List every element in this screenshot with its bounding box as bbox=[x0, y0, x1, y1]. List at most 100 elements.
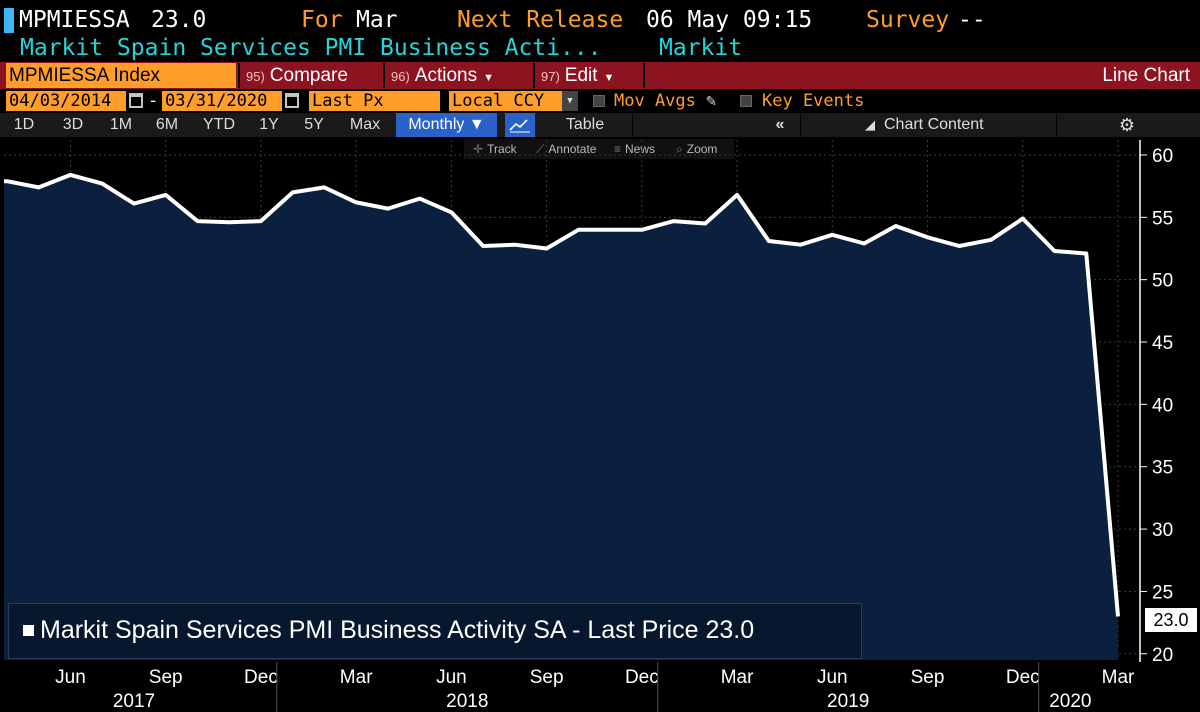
next-release-value: 06 May 09:15 bbox=[646, 7, 813, 33]
collapse-left-icon[interactable]: « bbox=[775, 116, 785, 133]
news-label: News bbox=[625, 142, 656, 156]
divider bbox=[1056, 113, 1057, 137]
year-label: 2020 bbox=[1049, 691, 1091, 712]
x-tick-label: Sep bbox=[530, 667, 564, 688]
edit-label: Edit bbox=[564, 65, 598, 86]
legend-swatch bbox=[23, 625, 34, 636]
y-tick-label: 20 bbox=[1152, 645, 1173, 666]
start-date-field[interactable]: 04/03/2014 bbox=[6, 91, 126, 111]
gear-icon[interactable]: ⚙ bbox=[1118, 115, 1136, 135]
annotate-icon: ⟋ bbox=[536, 142, 545, 156]
edit-shortcut: 97) bbox=[541, 69, 560, 84]
key-events-checkbox[interactable] bbox=[740, 95, 752, 107]
year-label: 2019 bbox=[827, 691, 869, 712]
actions-label: Actions bbox=[414, 65, 478, 86]
mov-avgs-label: Mov Avgs bbox=[614, 91, 696, 111]
price-field-select[interactable]: Last Px bbox=[309, 91, 440, 111]
survey-value: -- bbox=[958, 7, 986, 33]
survey-label: Survey bbox=[866, 7, 950, 33]
next-release-label: Next Release bbox=[457, 7, 624, 33]
compare-shortcut: 95) bbox=[246, 69, 265, 84]
period-5y[interactable]: 5Y bbox=[304, 116, 324, 133]
news-icon: ≡ bbox=[614, 142, 622, 156]
calendar-icon[interactable] bbox=[129, 93, 143, 108]
chart-toolbar: 1D 3D 1M 6M YTD 1Y 5Y Max Monthly ▼ Tabl… bbox=[0, 113, 1200, 137]
annotate-button[interactable]: ⟋ Annotate bbox=[536, 139, 596, 159]
edit-button[interactable]: 97) Edit ▼ bbox=[533, 63, 643, 88]
pencil-icon[interactable]: ✎ bbox=[706, 91, 717, 111]
for-value: Mar bbox=[356, 7, 398, 33]
y-tick-label: 45 bbox=[1152, 333, 1173, 354]
last-price: 23.0 bbox=[151, 7, 207, 33]
zoom-button[interactable]: ⌕ Zoom bbox=[676, 139, 717, 159]
legend-label: Markit Spain Services PMI Business Activ… bbox=[40, 616, 755, 644]
x-tick-label: Mar bbox=[1102, 667, 1135, 688]
zoom-label: Zoom bbox=[686, 142, 718, 156]
key-events-label: Key Events bbox=[762, 91, 865, 111]
chevron-down-icon: ▼ bbox=[603, 72, 615, 84]
line-chart-glyph bbox=[509, 119, 530, 133]
mov-avgs-checkbox[interactable] bbox=[593, 95, 605, 107]
x-tick-label: Dec bbox=[625, 667, 659, 688]
last-value-label: 23.0 bbox=[1145, 608, 1197, 632]
track-button[interactable]: ✛ Track bbox=[473, 139, 517, 159]
x-tick-label: Dec bbox=[1006, 667, 1040, 688]
year-label: 2018 bbox=[446, 691, 488, 712]
end-date-field[interactable]: 03/31/2020 bbox=[162, 91, 282, 111]
y-tick-label: 60 bbox=[1152, 146, 1173, 167]
x-tick-label: Jun bbox=[55, 667, 86, 688]
axes: 20 25 30 35 40 45 50 55 60 Jun Sep Dec Mar Jun Sep Dec M… bbox=[55, 140, 1173, 712]
x-tick-label: Mar bbox=[721, 667, 754, 688]
series-area bbox=[4, 174, 1118, 660]
security-field[interactable]: MPMIESSA Index bbox=[6, 63, 236, 88]
x-tick-label: Sep bbox=[149, 667, 183, 688]
y-tick-label: 30 bbox=[1152, 520, 1173, 541]
line-chart-icon[interactable] bbox=[505, 113, 535, 137]
data-source: Markit bbox=[659, 35, 743, 61]
period-ytd[interactable]: YTD bbox=[203, 116, 235, 133]
divider bbox=[632, 113, 633, 137]
date-separator: - bbox=[148, 91, 159, 111]
period-1y[interactable]: 1Y bbox=[259, 116, 279, 133]
y-tick-label: 50 bbox=[1152, 271, 1173, 292]
track-label: Track bbox=[487, 142, 517, 156]
currency-select[interactable]: Local CCY bbox=[449, 91, 562, 111]
actions-button[interactable]: 96) Actions ▼ bbox=[383, 63, 531, 88]
period-1m[interactable]: 1M bbox=[109, 116, 133, 133]
legend: Markit Spain Services PMI Business Activ… bbox=[8, 603, 862, 659]
chart-sub-toolbar: ✛ Track ⟋ Annotate ≡ News ⌕ Zoom bbox=[0, 139, 1200, 159]
x-tick-label: Sep bbox=[911, 667, 945, 688]
command-bar: MPMIESSA Index 95) Compare 96) Actions ▼ 97… bbox=[0, 62, 1200, 89]
y-tick-label: 25 bbox=[1152, 582, 1173, 603]
chart-content-button[interactable]: Chart Content bbox=[884, 116, 984, 133]
actions-shortcut: 96) bbox=[391, 69, 410, 84]
frequency-select[interactable]: Monthly ▼ bbox=[396, 113, 497, 137]
news-button[interactable]: ≡ News bbox=[614, 139, 655, 159]
ticker-symbol: MPMIESSA bbox=[19, 7, 130, 33]
compare-label: Compare bbox=[269, 65, 348, 86]
security-header: MPMIESSA 23.0 For Mar Next Release 06 Ma… bbox=[0, 4, 1200, 36]
x-tick-label: Jun bbox=[436, 667, 467, 688]
y-tick-label: 55 bbox=[1152, 208, 1173, 229]
y-tick-label: 35 bbox=[1152, 458, 1173, 479]
period-1d[interactable]: 1D bbox=[13, 116, 35, 133]
table-button[interactable]: Table bbox=[565, 116, 605, 133]
compare-button[interactable]: 95) Compare bbox=[238, 63, 381, 88]
security-name: Markit Spain Services PMI Business Acti.… bbox=[20, 35, 602, 61]
x-tick-label: Mar bbox=[340, 667, 373, 688]
period-6m[interactable]: 6M bbox=[155, 116, 179, 133]
security-marker bbox=[4, 8, 14, 33]
chevron-down-icon[interactable]: ▼ bbox=[562, 91, 578, 111]
annotate-label: Annotate bbox=[548, 142, 597, 156]
period-max[interactable]: Max bbox=[349, 116, 381, 133]
parameter-row: 04/03/2014 - 03/31/2020 Last Px Local CC… bbox=[0, 90, 1200, 112]
series bbox=[4, 172, 1120, 660]
period-3d[interactable]: 3D bbox=[62, 116, 84, 133]
security-description: Markit Spain Services PMI Business Acti.… bbox=[0, 33, 1200, 63]
divider bbox=[800, 113, 801, 137]
calendar-icon[interactable] bbox=[285, 93, 299, 108]
chevron-down-icon: ▼ bbox=[483, 72, 494, 84]
year-label: 2017 bbox=[113, 691, 155, 712]
for-label: For bbox=[301, 7, 343, 33]
